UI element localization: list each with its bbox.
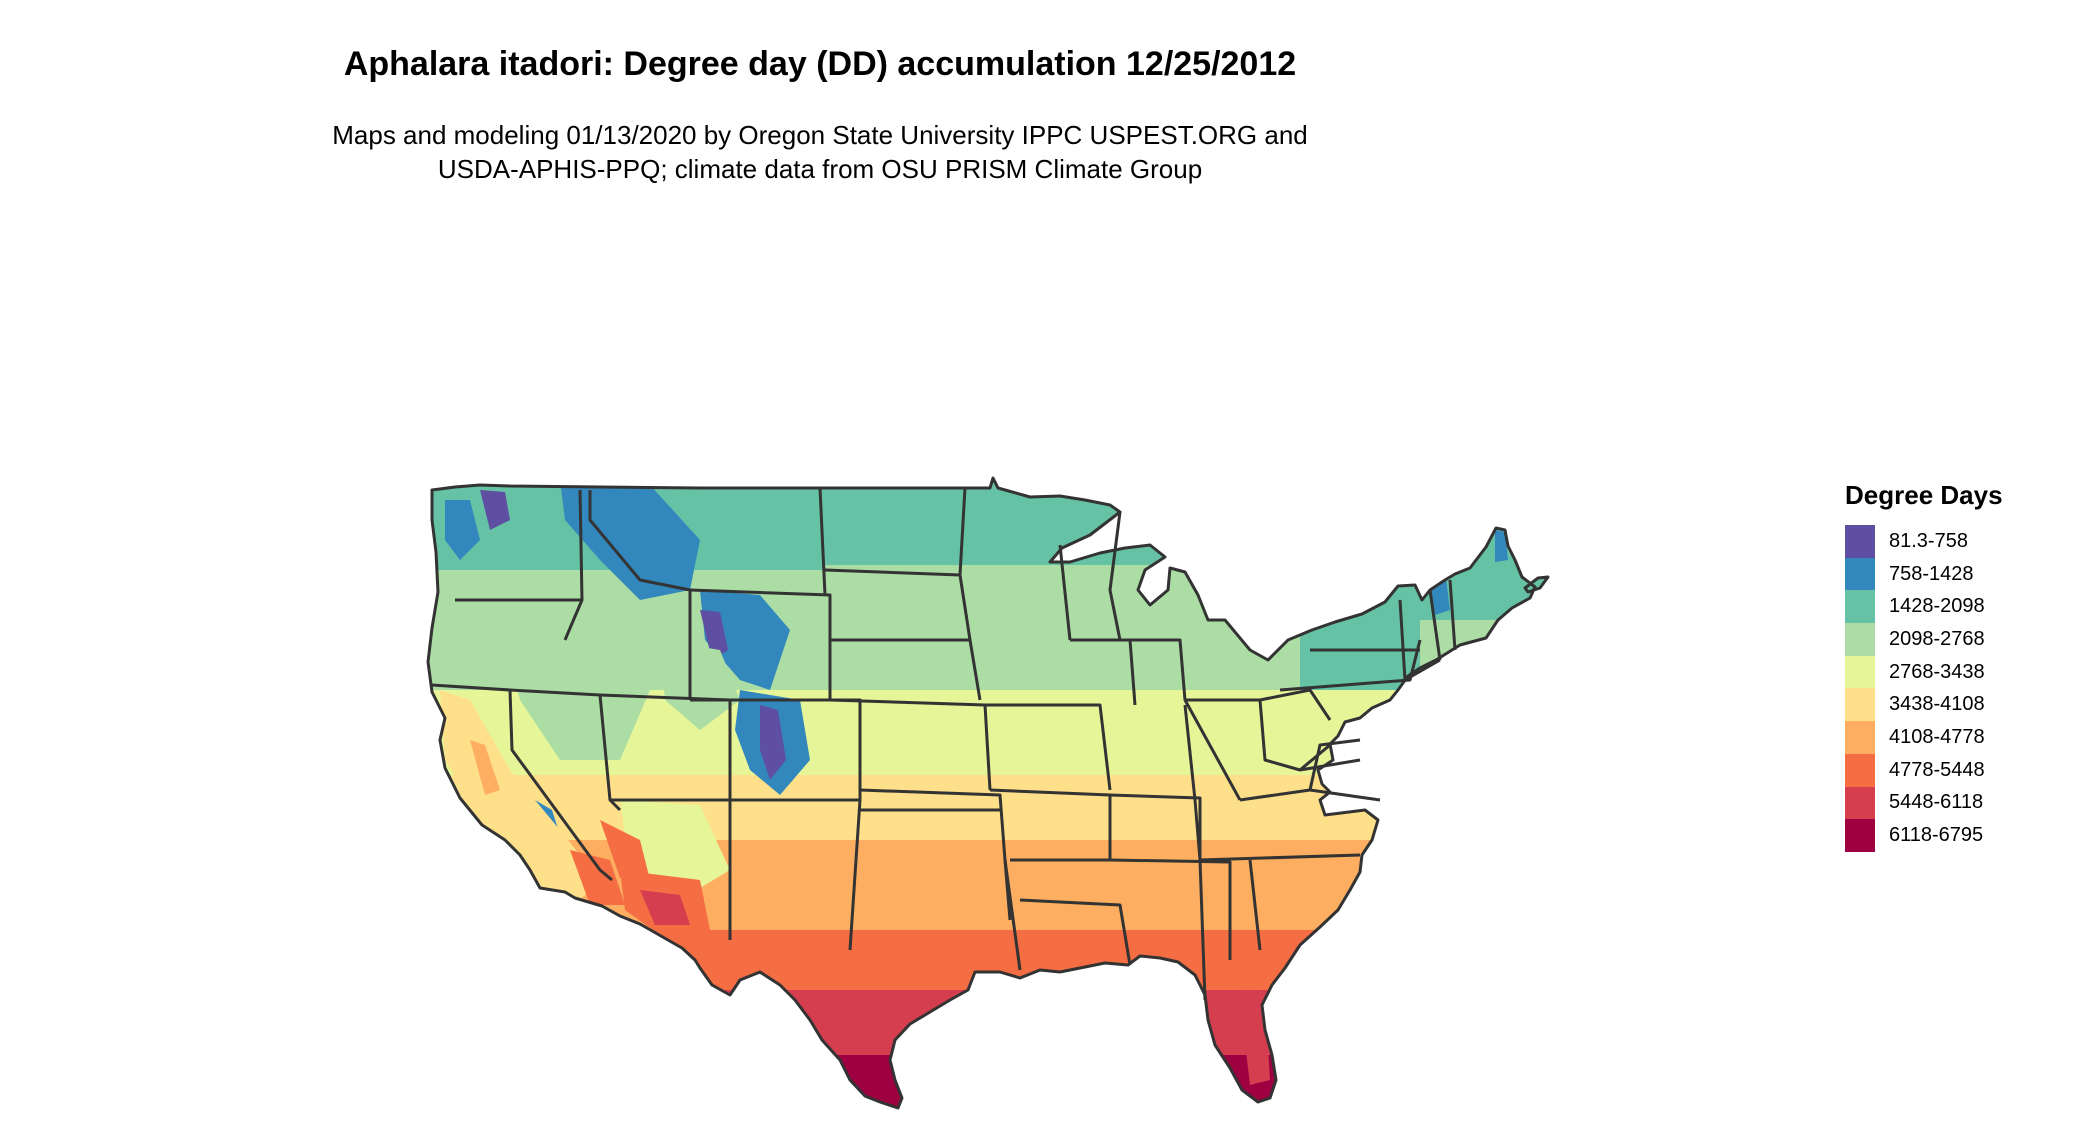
map-title: Aphalara itadori: Degree day (DD) accumu…: [343, 45, 1297, 83]
legend-label: 81.3-758: [1889, 529, 1968, 552]
state-boundaries: [426, 476, 1550, 1110]
legend-title: Degree Days: [1845, 480, 2003, 510]
legend-swatch: [1845, 623, 1875, 656]
legend-item: 758-1428: [1845, 557, 2085, 591]
legend-label: 758-1428: [1889, 562, 1974, 585]
legend-item: 3438-4108: [1845, 688, 2085, 722]
legend-label: 1428-2098: [1889, 595, 1985, 618]
legend-item: 2098-2768: [1845, 623, 2085, 656]
map-subtitle-line-1: Maps and modeling 01/13/2020 by Oregon S…: [332, 120, 1308, 150]
map-subtitle-line-2: USDA-APHIS-PPQ; climate data from OSU PR…: [437, 154, 1203, 184]
legend-items: 81.3-758 758-1428 1428-2098 2098-2768 2768-3…: [1845, 525, 2085, 852]
legend-swatch: [1845, 688, 1875, 722]
legend-label: 4778-5448: [1889, 758, 1985, 781]
legend-item: 2768-3438: [1845, 655, 2085, 689]
legend-item: 4108-4778: [1845, 721, 2085, 754]
legend-swatch: [1845, 557, 1875, 591]
legend-swatch: [1845, 819, 1875, 852]
legend-swatch: [1845, 590, 1875, 624]
legend-item: 4778-5448: [1845, 753, 2085, 787]
legend-label: 5448-6118: [1889, 791, 1984, 814]
legend-item: 5448-6118: [1845, 786, 2085, 820]
legend-label: 6118-6795: [1889, 824, 1984, 847]
legend-label: 2768-3438: [1889, 660, 1985, 683]
legend-swatch: [1845, 753, 1875, 787]
legend-item: 81.3-758: [1845, 525, 2085, 558]
legend-label: 4108-4778: [1889, 725, 1985, 748]
legend-label: 2098-2768: [1889, 627, 1985, 650]
legend: Degree Days 81.3-758 758-1428 1428-2098 209…: [1845, 480, 2085, 852]
legend-swatch: [1845, 786, 1875, 820]
legend-item: 1428-2098: [1845, 590, 2085, 624]
legend-label: 3438-4108: [1889, 693, 1985, 716]
legend-swatch: [1845, 655, 1875, 689]
legend-swatch: [1845, 525, 1875, 558]
legend-swatch: [1845, 721, 1875, 754]
degree-day-fill: [428, 478, 1548, 1108]
legend-item: 6118-6795: [1845, 819, 2085, 852]
